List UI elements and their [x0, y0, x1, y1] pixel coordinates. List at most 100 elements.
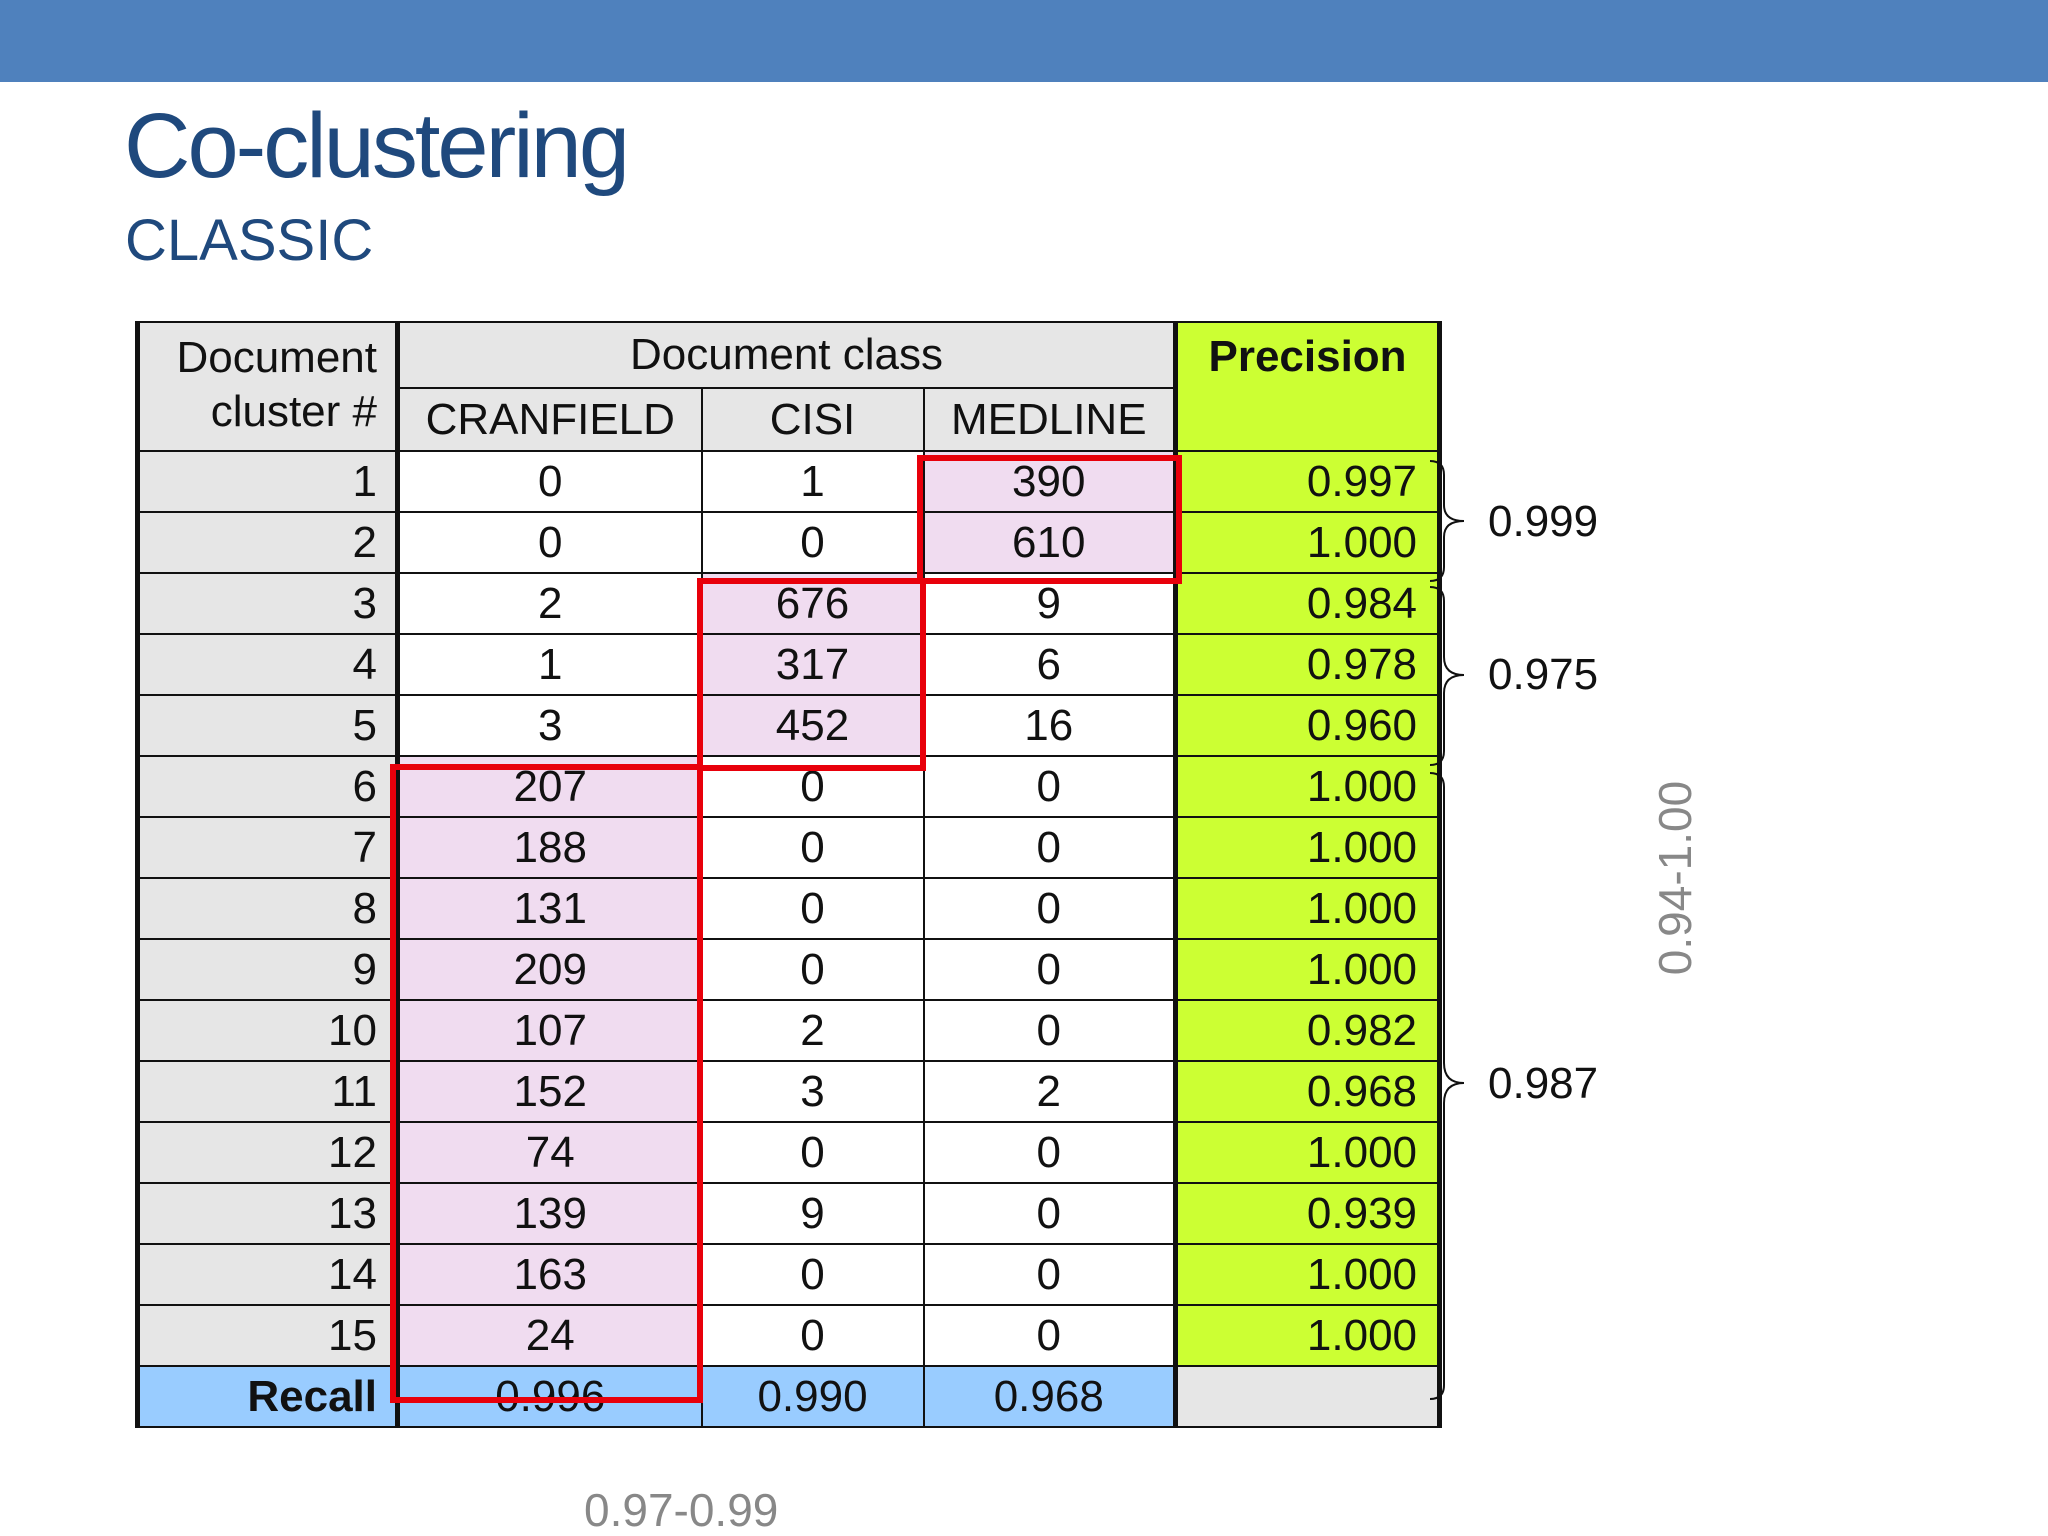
recall-label: Recall [135, 1365, 400, 1428]
count-cell-cranfield: 2 [396, 572, 703, 635]
recall-value-medline: 0.968 [922, 1365, 1177, 1428]
header-precision: Precision [1173, 321, 1443, 452]
count-cell-cranfield: 107 [396, 999, 703, 1062]
recall-empty-cell [1173, 1365, 1443, 1428]
header-document-cluster-line2: cluster # [210, 386, 377, 436]
precision-cell: 1.000 [1173, 1121, 1443, 1184]
table-row: 8 131 0 0 1.000 [135, 877, 1443, 940]
count-cell-cisi: 3 [700, 1060, 925, 1123]
brace-rows-3-5 [1429, 586, 1465, 766]
count-cell-cisi: 0 [700, 938, 925, 1001]
count-cell-medline: 0 [922, 999, 1177, 1062]
table-row: 12 74 0 0 1.000 [135, 1121, 1443, 1184]
table-row: 10 107 2 0 0.982 [135, 999, 1443, 1062]
brace-rows-6-15 [1429, 772, 1465, 1400]
count-cell-cisi: 2 [700, 999, 925, 1062]
cluster-number: 8 [135, 877, 400, 940]
table-row: 13 139 9 0 0.939 [135, 1182, 1443, 1245]
cluster-number: 10 [135, 999, 400, 1062]
recall-value-cisi: 0.990 [700, 1365, 925, 1428]
group-precision-rows-3-5: 0.975 [1488, 650, 1599, 699]
count-cell-medline: 0 [922, 877, 1177, 940]
count-cell-cranfield: 131 [396, 877, 703, 940]
count-cell-medline: 6 [922, 633, 1177, 696]
count-cell-cisi: 9 [700, 1182, 925, 1245]
count-cell-cranfield: 3 [396, 694, 703, 757]
cluster-number: 1 [135, 450, 400, 513]
table-row: 14 163 0 0 1.000 [135, 1243, 1443, 1306]
precision-cell: 0.960 [1173, 694, 1443, 757]
cluster-number: 13 [135, 1182, 400, 1245]
slide-subtitle: CLASSIC [125, 208, 374, 273]
table-row: 9 209 0 0 1.000 [135, 938, 1443, 1001]
count-cell-medline: 0 [922, 1304, 1177, 1367]
precision-range-label: 0.94-1.00 [1649, 780, 1701, 976]
cluster-number: 4 [135, 633, 400, 696]
group-precision-rows-6-15: 0.987 [1488, 1059, 1599, 1108]
precision-cell: 0.939 [1173, 1182, 1443, 1245]
cluster-number: 9 [135, 938, 400, 1001]
count-cell-medline: 2 [922, 1060, 1177, 1123]
count-cell-medline: 0 [922, 938, 1177, 1001]
count-cell-medline: 0 [922, 1121, 1177, 1184]
precision-cell: 1.000 [1173, 877, 1443, 940]
count-cell-cranfield: 152 [396, 1060, 703, 1123]
cluster-number: 3 [135, 572, 400, 635]
precision-cell: 0.997 [1173, 450, 1443, 513]
count-cell-cisi: 1 [700, 450, 925, 513]
precision-cell: 0.982 [1173, 999, 1443, 1062]
count-cell-cisi: 0 [700, 511, 925, 574]
group-precision-rows-1-2: 0.999 [1488, 497, 1599, 546]
medline-cluster-outline [917, 455, 1182, 584]
recall-range-label: 0.97-0.99 [584, 1484, 779, 1536]
count-cell-medline: 610 [922, 511, 1177, 574]
precision-cell: 1.000 [1173, 1304, 1443, 1367]
header-document-class: Document class [396, 321, 1177, 389]
count-cell-cranfield: 188 [396, 816, 703, 879]
count-cell-cranfield: 163 [396, 1243, 703, 1306]
precision-cell: 1.000 [1173, 938, 1443, 1001]
cluster-number: 2 [135, 511, 400, 574]
slide-top-bar [0, 0, 2048, 82]
header-class-medline: MEDLINE [922, 387, 1177, 452]
count-cell-medline: 0 [922, 1182, 1177, 1245]
table-row: 7 188 0 0 1.000 [135, 816, 1443, 879]
count-cell-cranfield: 0 [396, 511, 703, 574]
slide-title: Co-clustering [124, 95, 630, 197]
cluster-number: 5 [135, 694, 400, 757]
table-row: 11 152 3 2 0.968 [135, 1060, 1443, 1123]
header-class-cisi: CISI [700, 387, 925, 452]
count-cell-cranfield: 209 [396, 938, 703, 1001]
table-row: 15 24 0 0 1.000 [135, 1304, 1443, 1367]
count-cell-cisi: 0 [700, 1121, 925, 1184]
precision-cell: 1.000 [1173, 1243, 1443, 1306]
group-braces [1429, 460, 1465, 1400]
precision-cell: 0.978 [1173, 633, 1443, 696]
co-clustering-table: Document cluster # Document class Precis… [135, 321, 1443, 1428]
brace-rows-1-2 [1429, 460, 1465, 582]
cranfield-cluster-outline [390, 764, 703, 1403]
cluster-number: 6 [135, 755, 400, 818]
header-class-cranfield: CRANFIELD [396, 387, 703, 452]
cluster-number: 15 [135, 1304, 400, 1367]
cluster-number: 14 [135, 1243, 400, 1306]
precision-cell: 1.000 [1173, 816, 1443, 879]
cluster-number: 7 [135, 816, 400, 879]
count-cell-cranfield: 24 [396, 1304, 703, 1367]
count-cell-medline: 0 [922, 1243, 1177, 1306]
table-row: 4 1 317 6 0.978 [135, 633, 1443, 696]
count-cell-cranfield: 74 [396, 1121, 703, 1184]
header-document-cluster-line1: Document [176, 333, 377, 382]
count-cell-medline: 0 [922, 755, 1177, 818]
count-cell-cisi: 0 [700, 1243, 925, 1306]
count-cell-cisi: 317 [700, 633, 925, 696]
count-cell-cisi: 452 [700, 694, 925, 757]
count-cell-cranfield: 139 [396, 1182, 703, 1245]
count-cell-cisi: 0 [700, 877, 925, 940]
table-row: 2 0 0 610 1.000 [135, 511, 1443, 574]
count-cell-cisi: 0 [700, 1304, 925, 1367]
count-cell-cisi: 0 [700, 816, 925, 879]
table-row: 1 0 1 390 0.997 [135, 450, 1443, 513]
precision-cell: 1.000 [1173, 511, 1443, 574]
precision-cell: 0.968 [1173, 1060, 1443, 1123]
